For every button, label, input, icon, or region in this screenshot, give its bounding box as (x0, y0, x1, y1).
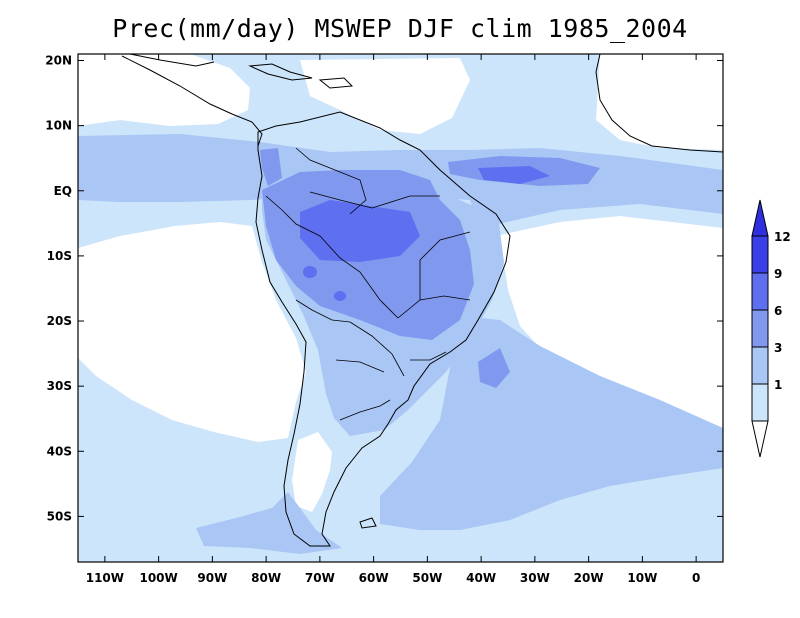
y-tick-label: 40S (47, 444, 72, 458)
colorbar-box (751, 383, 769, 422)
colorbar-box (751, 272, 769, 311)
y-tick-label: 20S (47, 314, 72, 328)
colorbar-level-label: 9 (774, 267, 782, 281)
x-tick-label: 100W (139, 571, 177, 585)
x-tick-label: 10W (627, 571, 657, 585)
dry-zone-caribbean (300, 58, 470, 134)
y-tick-label: EQ (54, 184, 72, 198)
y-tick-label: 10S (47, 249, 72, 263)
colorbar-box (751, 235, 769, 274)
falklands-coastline (359, 517, 377, 529)
colorbar: 12 9 6 3 1 (751, 199, 791, 458)
central-america-coastline (121, 54, 263, 147)
y-axis: 20N 10N EQ 10S 20S 30S 40S 50S (45, 54, 723, 523)
cuba-coastline (248, 63, 313, 81)
dry-zone-south-atlantic (500, 216, 723, 432)
colorbar-box (751, 346, 769, 385)
country-borders (265, 147, 471, 421)
y-tick-label: 50S (47, 509, 72, 523)
dry-zone-southeast-pacific (78, 222, 306, 442)
y-tick-label: 30S (47, 379, 72, 393)
dry-zone-sahara (596, 54, 723, 150)
x-tick-label: 50W (412, 571, 442, 585)
x-axis: 110W 100W 90W 80W 70W 60W 50W 40W 30W 20W 10W 0 (86, 54, 700, 585)
x-tick-label: 40W (466, 571, 496, 585)
precip-band-3-6-sacz (380, 316, 723, 530)
colorbar-level-label: 12 (774, 230, 791, 244)
precip-band-3-6-southern-chile (196, 492, 342, 554)
x-tick-label: 80W (251, 571, 281, 585)
colorbar-level-label: 3 (774, 341, 782, 355)
x-tick-label: 30W (520, 571, 550, 585)
hispaniola-coastline (318, 77, 354, 89)
x-tick-label: 70W (305, 571, 335, 585)
precip-band-9-12-andes-south (334, 291, 346, 301)
colorbar-min-triangle (751, 420, 769, 458)
precip-field (78, 54, 723, 562)
south-america-coastline (255, 111, 511, 547)
precip-band-9-12-itcz (478, 166, 550, 184)
y-tick-label: 10N (45, 119, 72, 133)
colorbar-level-label: 1 (774, 378, 782, 392)
colorbar-level-label: 6 (774, 304, 782, 318)
dry-zone-north-pacific (78, 54, 250, 126)
colorbar-box (751, 309, 769, 348)
x-tick-label: 0 (692, 571, 700, 585)
precip-band-6-9-colombia (260, 148, 282, 186)
x-tick-label: 110W (86, 571, 124, 585)
x-tick-label: 60W (359, 571, 389, 585)
colorbar-max-triangle (751, 199, 769, 237)
x-tick-label: 20W (574, 571, 604, 585)
precip-band-6-9-sacz-patch (478, 348, 510, 388)
precip-band-9-12-andes-north (303, 266, 317, 278)
x-tick-label: 90W (197, 571, 227, 585)
map-frame (77, 53, 724, 563)
africa-coastline (595, 54, 723, 153)
dry-zone-patagonia (292, 432, 332, 512)
y-tick-label: 20N (45, 54, 72, 68)
map-title: Prec(mm/day) MSWEP DJF clim 1985_2004 (112, 14, 688, 43)
